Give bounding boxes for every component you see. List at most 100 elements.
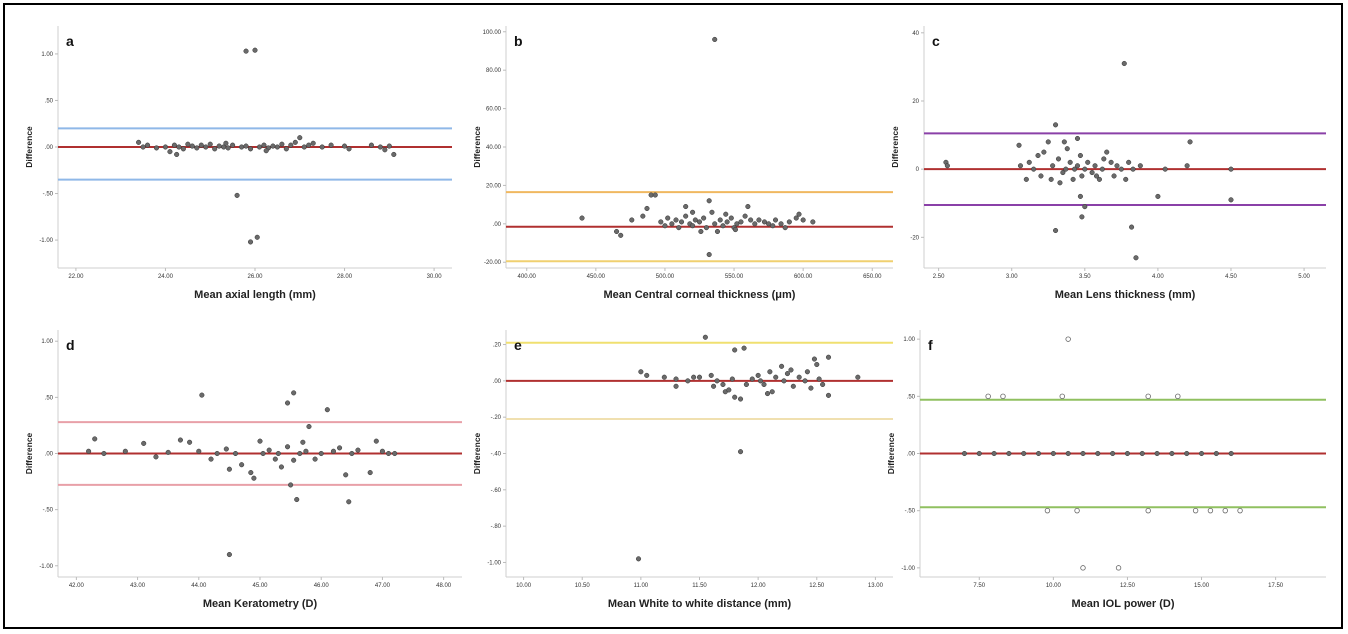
x-tick-label: 30.00 bbox=[427, 274, 443, 280]
data-point bbox=[724, 219, 730, 225]
data-point bbox=[976, 450, 982, 457]
data-point bbox=[180, 146, 186, 152]
data-point bbox=[284, 400, 291, 406]
data-point bbox=[392, 450, 398, 457]
data-point bbox=[212, 146, 218, 152]
data-point bbox=[1023, 176, 1029, 182]
data-point-open bbox=[1237, 507, 1243, 514]
data-point bbox=[187, 439, 193, 445]
data-point bbox=[723, 211, 729, 217]
data-point bbox=[1129, 224, 1135, 230]
data-point bbox=[752, 221, 758, 227]
data-point bbox=[198, 142, 204, 148]
data-point bbox=[714, 228, 721, 235]
data-point bbox=[272, 456, 278, 462]
data-point bbox=[248, 470, 254, 476]
data-point bbox=[1021, 450, 1027, 457]
data-point bbox=[772, 217, 779, 223]
data-point bbox=[234, 192, 240, 198]
data-point-open bbox=[1192, 507, 1199, 514]
data-point bbox=[676, 225, 682, 231]
data-point bbox=[270, 143, 276, 149]
data-point bbox=[779, 363, 785, 369]
x-tick-label: 4.00 bbox=[1152, 274, 1164, 280]
y-tick-label: .00 bbox=[45, 452, 54, 458]
data-point bbox=[1065, 450, 1071, 457]
data-point bbox=[101, 450, 107, 457]
data-point bbox=[279, 141, 285, 147]
y-axis-label: Difference bbox=[472, 432, 482, 474]
data-point bbox=[288, 142, 294, 148]
y-tick-label: 40.00 bbox=[486, 145, 502, 151]
data-point bbox=[1110, 450, 1116, 457]
data-point-open bbox=[985, 393, 991, 400]
data-point bbox=[696, 219, 703, 225]
data-point bbox=[346, 499, 352, 505]
data-point bbox=[275, 450, 281, 457]
data-point bbox=[1155, 193, 1161, 199]
data-point bbox=[1050, 450, 1056, 457]
data-point bbox=[811, 356, 817, 362]
data-point bbox=[86, 448, 92, 454]
data-point bbox=[1060, 170, 1066, 176]
data-point-open bbox=[1175, 393, 1181, 400]
data-point bbox=[386, 143, 392, 149]
data-point bbox=[579, 215, 585, 221]
y-tick-label: -.60 bbox=[491, 488, 502, 494]
panel-label: e bbox=[514, 337, 522, 353]
data-point bbox=[685, 378, 691, 384]
x-tick-label: 45.00 bbox=[252, 583, 268, 589]
data-point bbox=[1228, 197, 1234, 203]
x-tick-label: 4.50 bbox=[1225, 274, 1237, 280]
data-point bbox=[1108, 159, 1114, 165]
x-tick-label: 24.00 bbox=[158, 274, 174, 280]
data-point bbox=[257, 438, 263, 444]
y-tick-label: 1.00 bbox=[41, 339, 53, 345]
data-point bbox=[225, 145, 231, 151]
data-point bbox=[726, 387, 732, 393]
data-point bbox=[1093, 173, 1100, 179]
data-point bbox=[319, 144, 325, 150]
data-point bbox=[162, 144, 169, 150]
data-point bbox=[669, 221, 675, 227]
x-tick-label: 10.00 bbox=[516, 583, 532, 589]
data-point bbox=[1031, 166, 1037, 172]
data-point bbox=[790, 383, 796, 389]
data-point bbox=[814, 361, 820, 368]
data-point bbox=[260, 450, 266, 457]
data-point bbox=[737, 396, 744, 402]
panel-label: a bbox=[66, 33, 74, 49]
data-point bbox=[644, 205, 650, 212]
data-point bbox=[614, 228, 620, 235]
data-point bbox=[773, 374, 779, 380]
data-point bbox=[618, 232, 624, 238]
data-point bbox=[330, 448, 337, 454]
x-tick-label: 10.50 bbox=[575, 583, 591, 589]
data-point bbox=[1228, 450, 1234, 457]
data-point bbox=[263, 148, 269, 154]
y-tick-label: -1.00 bbox=[39, 564, 53, 570]
data-point bbox=[802, 378, 808, 384]
y-tick-label: 80.00 bbox=[486, 68, 502, 74]
data-point bbox=[294, 496, 300, 503]
data-point bbox=[189, 143, 195, 149]
panel-label: d bbox=[66, 337, 75, 353]
data-point bbox=[171, 142, 177, 148]
data-point bbox=[781, 378, 787, 384]
data-point bbox=[1089, 170, 1095, 176]
data-point bbox=[1026, 159, 1032, 165]
data-point bbox=[1111, 173, 1117, 179]
data-point bbox=[732, 227, 738, 233]
data-point-open bbox=[1000, 393, 1006, 400]
x-tick-label: 28.00 bbox=[337, 274, 353, 280]
x-tick-label: 11.50 bbox=[692, 583, 707, 589]
data-point bbox=[223, 446, 229, 452]
data-point bbox=[185, 141, 191, 147]
data-point bbox=[1074, 135, 1081, 142]
data-point bbox=[800, 217, 806, 223]
data-point bbox=[1096, 176, 1102, 182]
data-point bbox=[385, 450, 392, 457]
data-point bbox=[341, 143, 348, 149]
data-point bbox=[1187, 139, 1193, 145]
data-point bbox=[1169, 450, 1175, 457]
